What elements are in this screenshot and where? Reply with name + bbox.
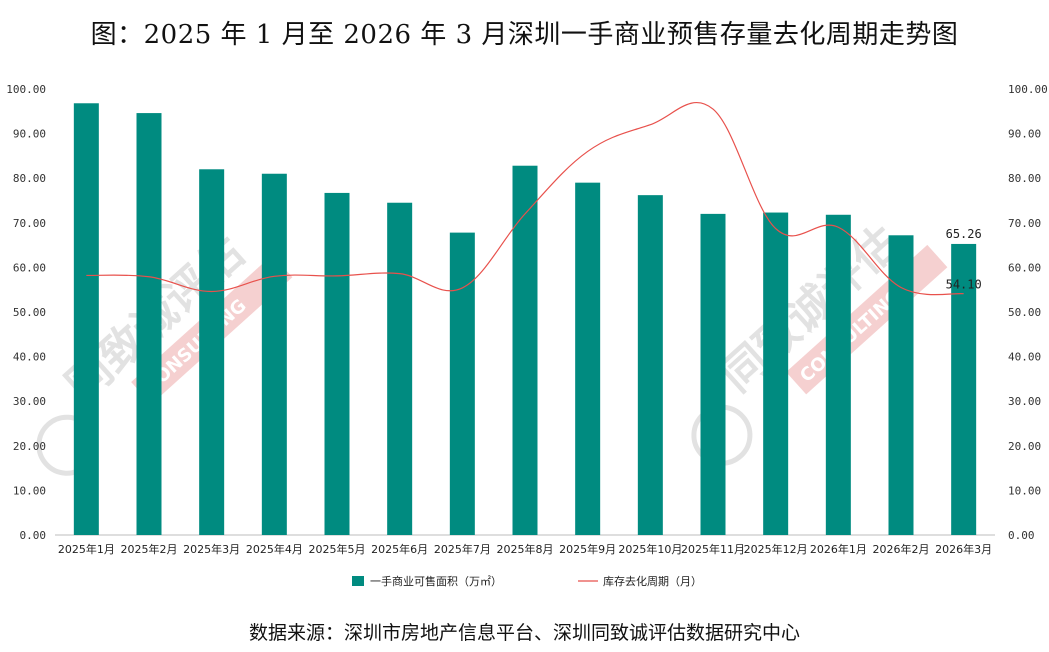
x-axis-tick-label: 2025年5月 (309, 542, 366, 556)
y-axis-tick-label: 90.00 (13, 128, 46, 141)
x-axis-tick-label: 2025年8月 (497, 542, 554, 556)
y2-axis-tick-label: 10.00 (1008, 484, 1041, 497)
y-axis-tick-label: 80.00 (13, 172, 46, 185)
y-axis-tick-label: 50.00 (13, 306, 46, 319)
bar (73, 103, 99, 535)
y-axis-tick-label: 30.00 (13, 395, 46, 408)
y-axis-tick-label: 20.00 (13, 440, 46, 453)
bar (637, 195, 663, 535)
data-labels: 65.26 54.10 (946, 227, 982, 292)
bar (575, 182, 601, 535)
y2-axis-tick-label: 20.00 (1008, 440, 1041, 453)
bar-data-label: 65.26 (946, 227, 982, 241)
bar (449, 232, 475, 535)
y2-axis-tick-label: 40.00 (1008, 351, 1041, 364)
x-axis-tick-label: 2026年2月 (873, 542, 930, 556)
bar (763, 212, 789, 536)
x-axis-tick-label: 2025年9月 (559, 542, 616, 556)
y2-axis-tick-label: 90.00 (1008, 128, 1041, 141)
x-axis-tick-label: 2025年12月 (744, 542, 808, 556)
x-axis-tick-label: 2025年10月 (618, 542, 682, 556)
bar (261, 173, 287, 536)
bar (387, 202, 413, 536)
line-path (86, 102, 964, 296)
x-axis-tick-label: 2026年1月 (810, 542, 867, 556)
bar (512, 165, 538, 535)
chart-title: 图：2025 年 1 月至 2026 年 3 月深圳一手商业预售存量去化周期走势… (90, 20, 959, 50)
bar (951, 243, 977, 535)
x-axis-tick-label: 2026年3月 (935, 542, 992, 556)
y-axis-tick-label: 10.00 (13, 484, 46, 497)
x-axis-tick-label: 2025年2月 (121, 542, 178, 556)
y2-axis-tick-label: 70.00 (1008, 217, 1041, 230)
line-series (86, 102, 964, 296)
y2-axis-tick-label: 50.00 (1008, 306, 1041, 319)
line-data-label: 54.10 (946, 278, 982, 292)
y2-axis-tick-label: 30.00 (1008, 395, 1041, 408)
bar (888, 235, 914, 535)
source-note: 数据来源：深圳市房地产信息平台、深圳同致诚评估数据研究中心 (248, 622, 800, 644)
y-axis-tick-label: 70.00 (13, 217, 46, 230)
legend-label-bar: 一手商业可售面积（万㎡） (370, 574, 502, 588)
legend-label-line: 库存去化周期（月） (603, 574, 702, 588)
y-axis-tick-label: 40.00 (13, 351, 46, 364)
bar (825, 214, 851, 535)
y2-axis-tick-label: 80.00 (1008, 172, 1041, 185)
bar (199, 169, 225, 535)
bar-series (73, 103, 977, 536)
x-axis-tick-label: 2025年7月 (434, 542, 491, 556)
y2-axis-tick-label: 60.00 (1008, 261, 1041, 274)
y-axis-tick-label: 0.00 (20, 529, 47, 542)
x-axis-tick-label: 2025年6月 (371, 542, 428, 556)
x-axis-tick-label: 2025年11月 (681, 542, 745, 556)
y-axis-tick-label: 60.00 (13, 261, 46, 274)
bar (700, 213, 726, 535)
y-axis-tick-label: 100.00 (6, 83, 46, 96)
bar (324, 192, 350, 535)
x-axis-tick-label: 2025年3月 (183, 542, 240, 556)
y2-axis-tick-label: 100.00 (1008, 83, 1048, 96)
legend-swatch-bar (352, 576, 364, 586)
x-axis-tick-label: 2025年1月 (58, 542, 115, 556)
x-axis-tick-label: 2025年4月 (246, 542, 303, 556)
y2-axis-tick-label: 0.00 (1008, 529, 1035, 542)
bar (136, 113, 162, 536)
legend: 一手商业可售面积（万㎡） 库存去化周期（月） (352, 574, 702, 588)
